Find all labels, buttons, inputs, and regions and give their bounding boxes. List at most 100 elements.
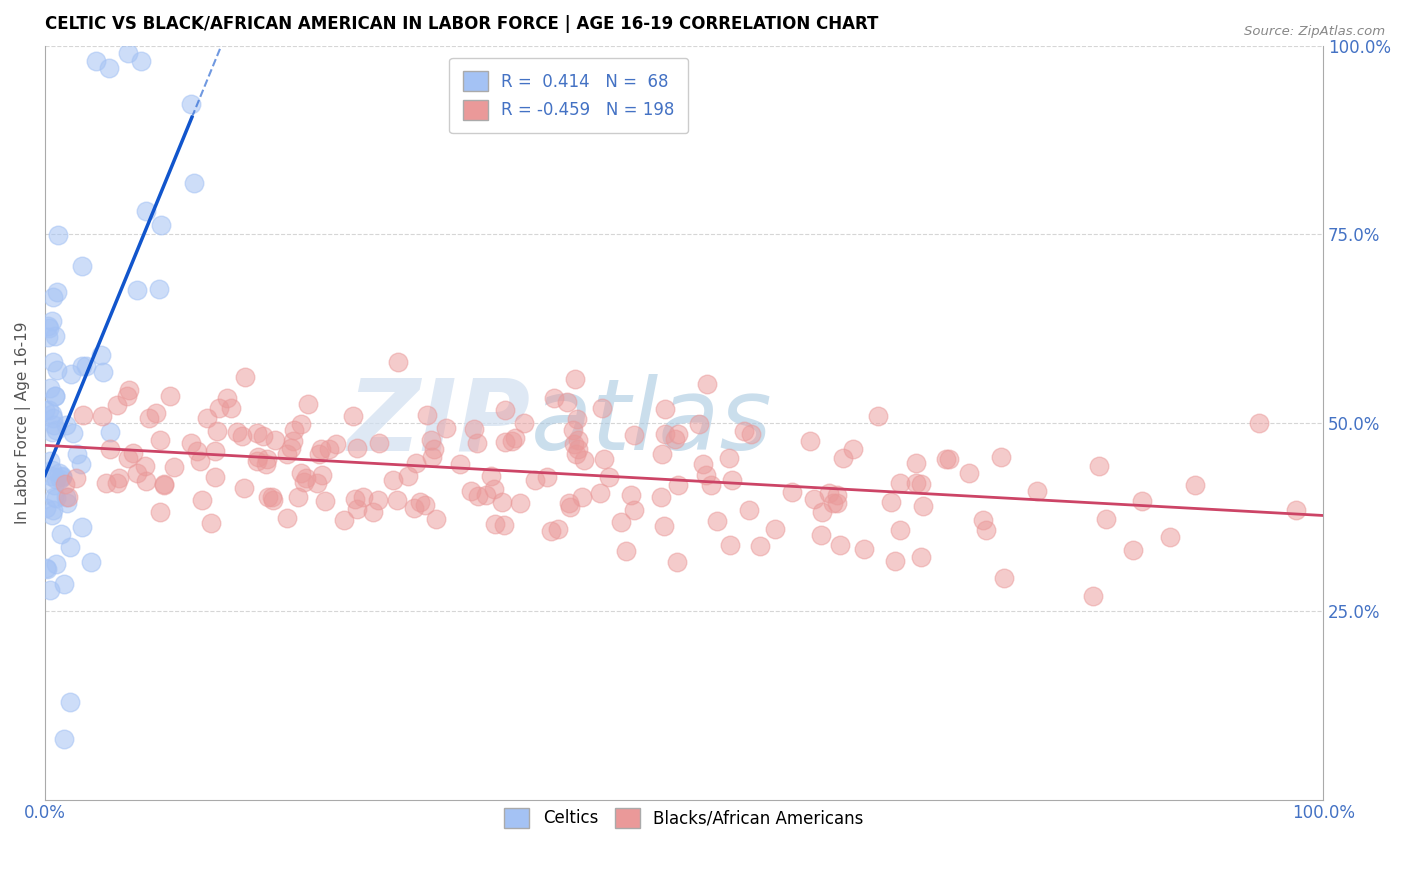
Point (346, 502, 368, 516)
Point (308, 447, 330, 461)
Point (56, 490, 79, 504)
Point (38, 380, 60, 394)
Point (163, 460, 186, 475)
Point (325, 436, 347, 450)
Point (344, 491, 367, 506)
Point (620, 488, 643, 502)
Point (650, 491, 672, 505)
Point (232, 481, 254, 495)
Point (53, 477, 76, 491)
Point (195, 411, 218, 425)
Point (98, 425, 121, 439)
Point (484, 517, 506, 532)
Point (42, 290, 65, 304)
Point (688, 417, 710, 431)
Point (70, 259, 93, 273)
Point (226, 425, 249, 440)
Point (342, 409, 364, 424)
Point (62, 425, 84, 440)
Point (880, 494, 903, 508)
Point (1122, 542, 1144, 557)
Point (803, 491, 825, 506)
Point (53, 732, 76, 747)
Point (188, 454, 211, 468)
Point (311, 467, 333, 482)
Point (449, 457, 471, 471)
Point (543, 391, 565, 405)
Point (501, 434, 523, 449)
Point (97, 62, 120, 76)
Point (420, 450, 443, 465)
Point (42, 503, 65, 517)
Point (825, 496, 848, 510)
Point (44, 418, 66, 433)
Point (562, 423, 585, 437)
Point (460, 483, 482, 498)
Point (59, 540, 82, 554)
Point (260, 490, 283, 504)
Point (44, 491, 66, 505)
Text: CELTIC VS BLACK/AFRICAN AMERICAN IN LABOR FORCE | AGE 16-19 CORRELATION CHART: CELTIC VS BLACK/AFRICAN AMERICAN IN LABO… (45, 15, 879, 33)
Point (564, 372, 586, 386)
Point (654, 401, 676, 416)
Point (153, 478, 176, 492)
Point (129, 54, 152, 68)
Point (122, 446, 145, 460)
Point (191, 493, 214, 508)
Point (231, 428, 253, 442)
Point (45, 472, 67, 486)
Point (295, 471, 318, 485)
Point (159, 388, 181, 402)
Point (567, 434, 589, 448)
Point (540, 524, 562, 538)
Point (287, 490, 309, 504)
Point (706, 514, 728, 528)
Point (134, 459, 156, 474)
Point (42, 411, 65, 425)
Point (623, 428, 645, 442)
Point (512, 416, 534, 430)
Point (46, 227, 69, 242)
Legend: Celtics, Blacks/African Americans: Celtics, Blacks/African Americans (496, 799, 872, 837)
Point (368, 436, 391, 450)
Point (904, 475, 927, 490)
Point (117, 389, 139, 403)
Point (205, 424, 228, 438)
Text: ZIP: ZIP (347, 374, 530, 471)
Point (55, 417, 77, 432)
Point (799, 434, 821, 448)
Point (651, 447, 673, 461)
Point (117, 46, 139, 61)
Point (44, 329, 66, 343)
Point (262, 492, 284, 507)
Point (180, 97, 202, 112)
Point (1130, 494, 1153, 508)
Point (810, 527, 832, 541)
Point (482, 482, 505, 496)
Point (387, 493, 409, 508)
Point (45, 491, 67, 506)
Text: Source: ZipAtlas.com: Source: ZipAtlas.com (1244, 25, 1385, 38)
Point (150, 218, 173, 232)
Point (125, 467, 148, 481)
Point (46, 363, 69, 377)
Point (35, 560, 58, 574)
Point (45, 423, 67, 437)
Point (290, 467, 312, 481)
Point (35, 501, 58, 516)
Point (72, 408, 94, 422)
Point (48, 466, 70, 480)
Point (718, 538, 741, 552)
Point (910, 549, 932, 564)
Point (654, 518, 676, 533)
Point (96, 475, 118, 490)
Point (51, 469, 73, 483)
Point (692, 458, 714, 472)
Point (37, 330, 59, 344)
Point (70, 457, 93, 471)
Point (138, 411, 160, 425)
Point (39, 454, 62, 468)
Point (41, 508, 63, 523)
Point (263, 433, 285, 447)
Point (105, 398, 128, 412)
